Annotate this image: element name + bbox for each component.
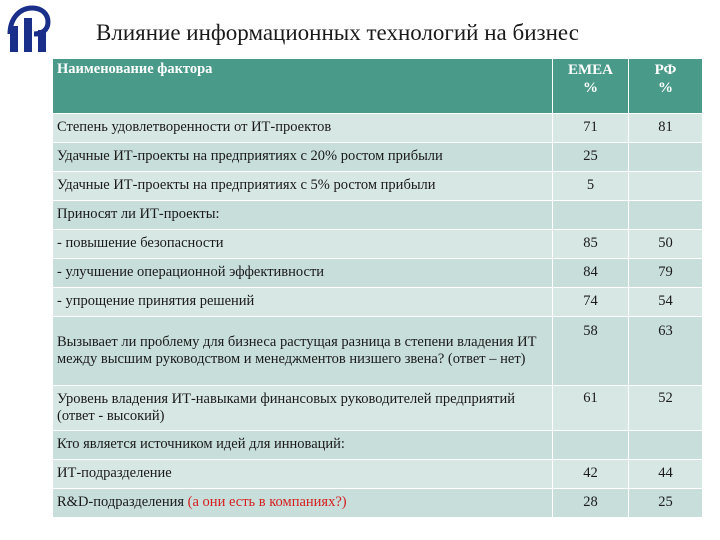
row-emea: 58: [552, 316, 629, 386]
row-rf: 79: [628, 258, 703, 288]
table-row: - улучшение операционной эффективности 8…: [52, 258, 703, 288]
row-label: Вызывает ли проблему для бизнеса растуща…: [52, 316, 553, 386]
row-rf: [628, 200, 703, 230]
row-rf: [628, 171, 703, 201]
row-label: Удачные ИТ-проекты на предприятиях с 20%…: [52, 142, 553, 172]
row-emea: 85: [552, 229, 629, 259]
row-label-cell: R&D-подразделения (а они есть в компания…: [52, 488, 553, 518]
table-row: Удачные ИТ-проекты на предприятиях с 5% …: [52, 171, 703, 201]
row-label: ИТ-подразделение: [52, 459, 553, 489]
row-emea: 28: [552, 488, 629, 518]
row-rf: 25: [628, 488, 703, 518]
table-row: Вызывает ли проблему для бизнеса растуща…: [52, 316, 703, 386]
row-rf: 63: [628, 316, 703, 386]
row-emea: 74: [552, 287, 629, 317]
factors-table: Наименование фактора EMEA% РФ% Степень у…: [52, 58, 703, 518]
row-emea: [552, 200, 629, 230]
table-row: Степень удовлетворенности от ИТ-проектов…: [52, 113, 703, 143]
row-rf: 52: [628, 385, 703, 431]
header-rf: РФ%: [628, 58, 703, 114]
row-label: Приносят ли ИТ-проекты:: [52, 200, 553, 230]
row-rf: 44: [628, 459, 703, 489]
row-rf: 81: [628, 113, 703, 143]
row-label: R&D-подразделения: [57, 494, 185, 511]
table-row: ИТ-подразделение 42 44: [52, 459, 703, 489]
row-rf: [628, 142, 703, 172]
row-emea: 25: [552, 142, 629, 172]
row-label: Удачные ИТ-проекты на предприятиях с 5% …: [52, 171, 553, 201]
row-label: Уровень владения ИТ-навыками финансовых …: [52, 385, 553, 431]
row-rf: 50: [628, 229, 703, 259]
row-emea: 84: [552, 258, 629, 288]
table-header-row: Наименование фактора EMEA% РФ%: [52, 58, 703, 114]
row-label: - упрощение принятия решений: [52, 287, 553, 317]
page-title: Влияние информационных технологий на биз…: [96, 20, 579, 45]
table-row: - упрощение принятия решений 74 54: [52, 287, 703, 317]
table-row: Удачные ИТ-проекты на предприятиях с 20%…: [52, 142, 703, 172]
row-rf: 54: [628, 287, 703, 317]
row-emea: 71: [552, 113, 629, 143]
row-label-note: (а они есть в компаниях?): [187, 494, 347, 511]
table-row: Приносят ли ИТ-проекты:: [52, 200, 703, 230]
row-emea: 5: [552, 171, 629, 201]
row-label: - повышение безопасности: [52, 229, 553, 259]
table-row: R&D-подразделения (а они есть в компания…: [52, 488, 703, 518]
row-emea: 61: [552, 385, 629, 431]
hse-logo-icon: [6, 4, 52, 54]
row-label: - улучшение операционной эффективности: [52, 258, 553, 288]
row-emea: [552, 430, 629, 460]
table-row: Кто является источником идей для инновац…: [52, 430, 703, 460]
header-emea: EMEA%: [552, 58, 629, 114]
row-label: Кто является источником идей для инновац…: [52, 430, 553, 460]
row-label: Степень удовлетворенности от ИТ-проектов: [52, 113, 553, 143]
row-rf: [628, 430, 703, 460]
table-row: Уровень владения ИТ-навыками финансовых …: [52, 385, 703, 431]
table-row: - повышение безопасности 85 50: [52, 229, 703, 259]
header-factor: Наименование фактора: [52, 58, 553, 114]
row-emea: 42: [552, 459, 629, 489]
